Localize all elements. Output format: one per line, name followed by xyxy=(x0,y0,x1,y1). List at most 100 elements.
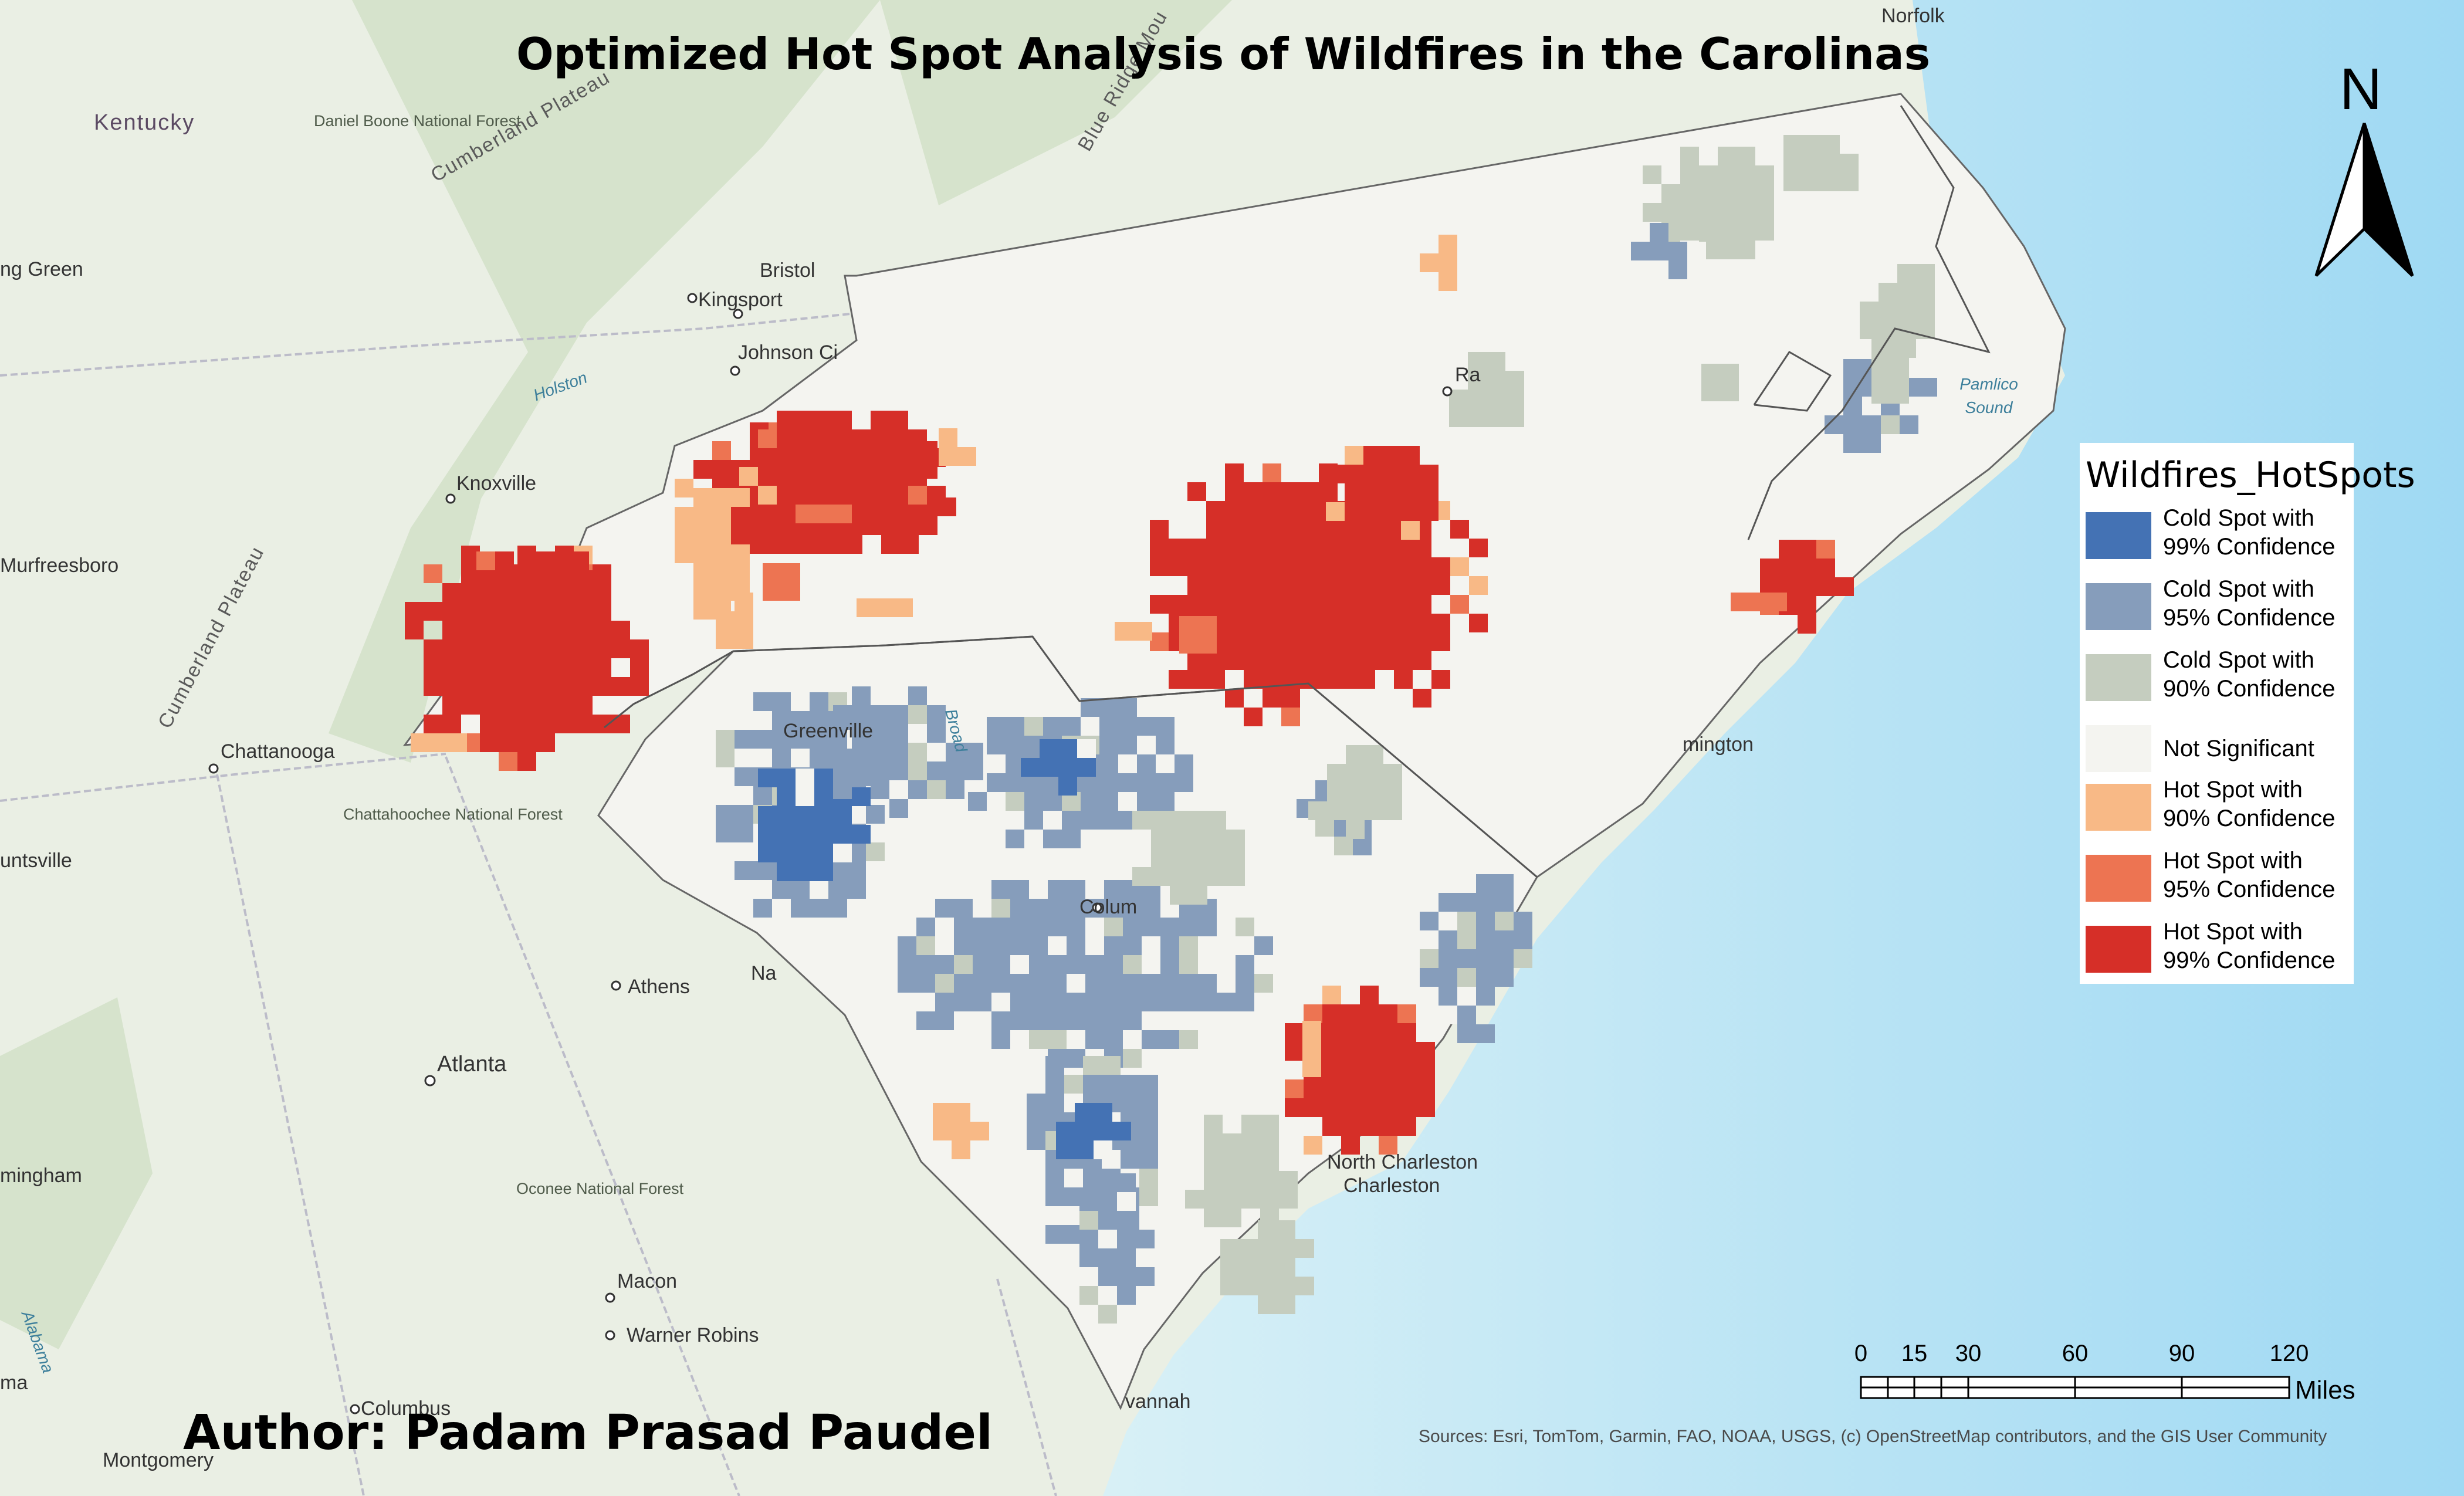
hotspot-cell xyxy=(1300,670,1319,689)
hotspot-cell xyxy=(1258,1277,1277,1295)
hotspot-cell xyxy=(716,824,735,842)
hotspot-cell xyxy=(933,1103,952,1122)
hotspot-cell xyxy=(1169,539,1187,557)
hotspot-cell xyxy=(1139,1131,1158,1150)
hotspot-cell xyxy=(1206,576,1225,595)
place-label: Athens xyxy=(628,976,690,998)
hotspot-cell xyxy=(1241,1171,1260,1190)
hotspot-cell xyxy=(1099,717,1118,736)
hotspot-cell xyxy=(1225,557,1244,576)
hotspot-cell xyxy=(1075,1122,1094,1140)
hotspot-cell xyxy=(1341,1098,1360,1117)
hotspot-cell xyxy=(1263,482,1281,501)
hotspot-cell xyxy=(1680,222,1699,241)
hotspot-cell xyxy=(1375,595,1394,614)
hotspot-cell xyxy=(1840,154,1859,172)
hotspot-cell xyxy=(1010,955,1029,974)
hotspot-cell xyxy=(1322,1042,1341,1061)
hotspot-cell xyxy=(555,658,574,677)
hotspot-cell xyxy=(1394,576,1413,595)
hotspot-cell xyxy=(1187,557,1206,576)
hotspot-cell xyxy=(1341,1023,1360,1042)
hotspot-cell xyxy=(480,677,499,696)
hotspot-cell xyxy=(1156,736,1175,754)
hotspot-cell xyxy=(536,715,555,733)
hotspot-cell xyxy=(1260,1152,1279,1171)
hotspot-cell xyxy=(1319,576,1338,595)
hotspot-cell xyxy=(1699,184,1718,203)
hotspot-cell xyxy=(796,787,814,806)
hotspot-cell xyxy=(1156,717,1175,736)
hotspot-cell xyxy=(1277,1295,1295,1314)
hotspot-cell xyxy=(1300,595,1319,614)
hotspot-cell xyxy=(889,429,908,448)
hotspot-cell xyxy=(1413,539,1431,557)
hotspot-cell xyxy=(1187,595,1206,614)
hotspot-cell xyxy=(1835,577,1854,596)
hotspot-cell xyxy=(1277,1220,1295,1239)
hotspot-cell xyxy=(1058,739,1077,758)
hotspot-cell xyxy=(1098,1248,1117,1267)
hotspot-cell xyxy=(1058,777,1077,796)
map-title: Optimized Hot Spot Analysis of Wildfires… xyxy=(516,28,1931,80)
hotspot-cell xyxy=(1439,949,1457,968)
hotspot-cell xyxy=(1085,955,1104,974)
hotspot-cell xyxy=(753,899,772,918)
hotspot-cell xyxy=(1802,154,1821,172)
hotspot-cell xyxy=(1027,1112,1045,1131)
hotspot-cell xyxy=(1916,264,1935,283)
hotspot-cell xyxy=(1322,1098,1341,1117)
hotspot-cell xyxy=(1431,632,1450,651)
hotspot-cell xyxy=(1160,936,1179,955)
hotspot-cell xyxy=(1360,1079,1379,1098)
hotspot-cell xyxy=(1650,223,1668,242)
hotspot-cell xyxy=(1010,1030,1029,1049)
hotspot-cell xyxy=(1244,708,1263,726)
hotspot-cell xyxy=(889,467,908,486)
hotspot-cell xyxy=(954,955,973,974)
hotspot-cell xyxy=(716,730,735,749)
hotspot-cell xyxy=(1160,1030,1179,1049)
hotspot-cell xyxy=(1206,651,1225,670)
hotspot-cell xyxy=(1137,717,1156,736)
hotspot-cell xyxy=(1401,502,1420,521)
hotspot-cell xyxy=(1737,222,1755,241)
hotspot-cell xyxy=(814,787,833,806)
hotspot-cell xyxy=(495,608,514,627)
hotspot-cell xyxy=(1236,993,1254,1011)
hotspot-cell xyxy=(987,736,1006,754)
hotspot-cell xyxy=(1363,465,1382,483)
hotspot-cell xyxy=(1375,651,1394,670)
hotspot-cell xyxy=(1322,1117,1341,1136)
scale-tick: 0 xyxy=(1854,1341,1868,1366)
hotspot-cell xyxy=(1495,912,1514,930)
hotspot-cell xyxy=(750,535,769,554)
hotspot-cell xyxy=(1300,520,1319,539)
hotspot-cell xyxy=(1150,539,1169,557)
hotspot-cell xyxy=(499,677,517,696)
hotspot-cell xyxy=(939,447,957,466)
hotspot-cell xyxy=(1179,918,1198,936)
hotspot-cell xyxy=(1187,670,1206,689)
legend-label: Hot Spot with 99% Confidence xyxy=(2163,919,2336,973)
hotspot-cell xyxy=(589,608,608,627)
hotspot-cell xyxy=(1476,874,1495,893)
hotspot-cell xyxy=(1755,184,1774,203)
hotspot-cell xyxy=(533,551,551,570)
hotspot-cell xyxy=(1123,955,1142,974)
hotspot-cell xyxy=(1397,1061,1416,1079)
hotspot-cell xyxy=(833,429,852,448)
hotspot-cell xyxy=(1225,614,1244,632)
place-label: Bristol xyxy=(760,259,815,282)
hotspot-cell xyxy=(1356,576,1375,595)
hotspot-cell xyxy=(1281,501,1300,520)
hotspot-cell xyxy=(810,749,828,767)
hotspot-cell xyxy=(957,447,976,466)
hotspot-cell xyxy=(1098,1173,1117,1192)
hotspot-cell xyxy=(1302,1040,1321,1058)
hotspot-cell xyxy=(1263,651,1281,670)
hotspot-cell xyxy=(1189,848,1207,867)
hotspot-cell xyxy=(716,749,735,767)
hotspot-cell xyxy=(1843,434,1862,453)
